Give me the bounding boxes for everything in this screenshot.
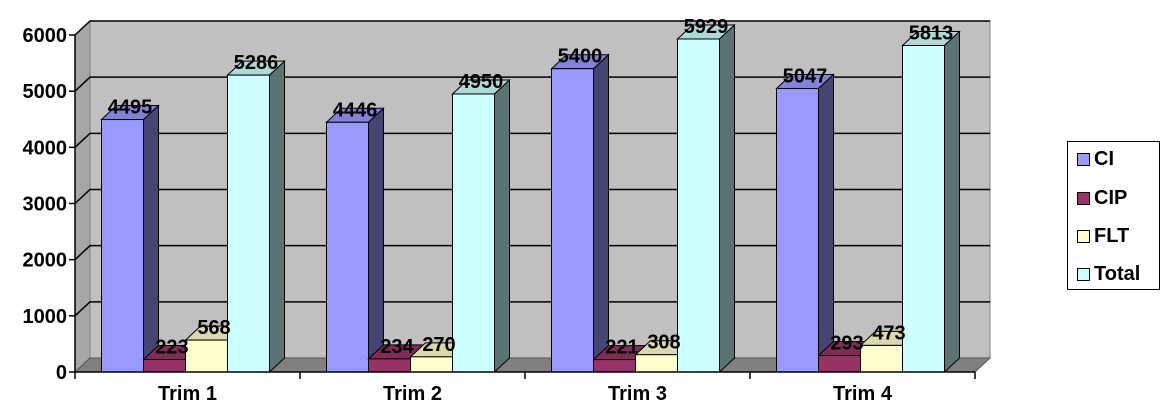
bar-ci-trim-4 [775,73,835,374]
legend: CI CIP FLT Total [1067,141,1160,290]
data-label-total-trim-4: 5813 [909,23,954,45]
bar-side [494,78,510,374]
bar-ci-trim-3 [550,53,610,374]
legend-label-total: Total [1094,263,1141,285]
data-label-ci-trim-3: 5400 [558,46,603,68]
y-tick-label-2000: 2000 [23,250,68,272]
legend-swatch-flt [1077,229,1090,243]
data-label-cip-trim-4: 293 [830,333,863,355]
y-tick-label-3000: 3000 [23,194,68,216]
data-label-total-trim-3: 5929 [684,16,729,38]
legend-item-flt: FLT [1077,225,1129,247]
bar-total-trim-2 [451,78,511,374]
bar-front [143,358,186,373]
bar-front [677,38,720,373]
data-label-total-trim-2: 4950 [459,71,504,93]
bar-front [635,354,678,373]
legend-swatch-ci [1077,152,1090,166]
bar-side [818,73,834,374]
legend-swatch-cip [1077,191,1090,205]
bar-front [326,121,369,373]
y-tick-label-5000: 5000 [23,81,68,103]
data-label-flt-trim-3: 308 [647,332,680,354]
legend-item-cip: CIP [1077,187,1127,209]
data-label-flt-trim-2: 270 [422,334,455,356]
bars [100,23,961,374]
gridline-6000 [74,20,990,36]
data-labels: 4495 223 568 5286 4446 234 270 4950 5400 221 308 59… [108,16,954,359]
legend-swatch-total [1077,267,1090,281]
x-tick-label-trim-3: Trim 3 [608,383,667,405]
y-tick-label-0: 0 [56,362,67,384]
axes [69,34,976,379]
y-tick-label-4000: 4000 [23,137,68,159]
legend-item-ci: CI [1077,148,1114,170]
data-label-ci-trim-4: 5047 [783,66,828,88]
bar-front [593,359,636,373]
bar-front [452,93,495,373]
bar-ci-trim-2 [325,107,385,374]
bar-side [368,107,384,374]
x-tick-label-trim-4: Trim 4 [833,383,893,405]
bar-front [185,339,228,373]
data-label-total-trim-1: 5286 [234,52,279,74]
x-tick-label-trim-2: Trim 2 [383,383,442,405]
legend-label-ci: CI [1094,148,1114,170]
bar-front [227,74,270,373]
data-label-cip-trim-3: 221 [605,337,638,359]
data-label-cip-trim-2: 234 [380,336,414,358]
bar-side [143,104,159,374]
x-tick-labels: Trim 1 Trim 2 Trim 3 Trim 4 [158,383,893,405]
bar-side [719,23,735,374]
bar-side [944,30,960,374]
bar-front [818,355,861,373]
legend-label-cip: CIP [1094,187,1128,209]
data-label-cip-trim-1: 223 [155,336,188,358]
bar-front [860,344,903,373]
bar-side [593,53,609,374]
bar-front [368,358,411,373]
bar-total-trim-1 [226,59,286,374]
bar-front [776,88,819,373]
legend-label-flt: FLT [1094,225,1130,247]
x-tick-label-trim-1: Trim 1 [158,383,217,405]
bar-ci-trim-1 [100,104,160,374]
bar-total-trim-4 [901,30,961,374]
bar-front [101,119,144,373]
y-tick-labels: 0 1000 2000 3000 4000 5000 6000 [23,25,68,384]
data-label-flt-trim-4: 473 [872,322,905,344]
data-label-ci-trim-2: 4446 [333,99,378,121]
bar-front [902,45,945,373]
legend-item-total: Total [1077,263,1140,285]
bar-front [551,68,594,373]
data-label-ci-trim-1: 4495 [108,97,153,119]
bar-total-trim-3 [676,23,736,374]
y-tick-label-6000: 6000 [23,25,68,47]
y-tick-label-1000: 1000 [23,306,68,328]
bar-side [269,59,285,374]
bar-front [410,356,453,373]
data-label-flt-trim-1: 568 [197,317,230,339]
